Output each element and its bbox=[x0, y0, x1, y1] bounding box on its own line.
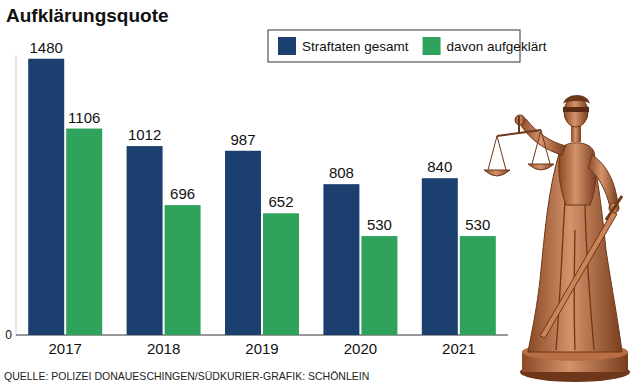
data-label: 1012 bbox=[128, 126, 161, 143]
data-label: 1106 bbox=[68, 109, 100, 126]
torso bbox=[559, 143, 596, 205]
legend-label: davon aufgeklärt bbox=[447, 39, 547, 54]
bar bbox=[66, 129, 102, 335]
bar bbox=[422, 178, 458, 335]
bar bbox=[28, 59, 64, 335]
bar bbox=[361, 236, 397, 335]
scales bbox=[497, 130, 541, 136]
x-tick-label: 2017 bbox=[49, 340, 82, 357]
arm bbox=[588, 155, 618, 207]
blindfold bbox=[563, 107, 589, 112]
sword bbox=[540, 212, 617, 338]
chart: Aufklärungsquote 0 1480 1012 987 808 840 1106 69… bbox=[0, 0, 644, 387]
y-tick-label: 0 bbox=[5, 328, 12, 342]
bar bbox=[165, 205, 201, 335]
data-label: 840 bbox=[427, 158, 452, 175]
source: QUELLE: POLIZEI DONAUESCHINGEN/SÜDKURIER… bbox=[4, 370, 369, 382]
data-label: 530 bbox=[465, 216, 490, 233]
bars bbox=[28, 59, 496, 335]
scale-pan bbox=[528, 164, 554, 170]
legend-label: Straftaten gesamt bbox=[302, 39, 409, 54]
legend-swatch bbox=[423, 37, 441, 55]
y-axis bbox=[16, 55, 17, 335]
legend: Straftaten gesamt davon aufgeklärt bbox=[268, 30, 547, 62]
data-label: 808 bbox=[329, 164, 354, 181]
hair bbox=[563, 95, 590, 104]
title: Aufklärungsquote bbox=[6, 5, 169, 26]
bar bbox=[225, 151, 261, 335]
data-label: 652 bbox=[268, 193, 293, 210]
data-label: 696 bbox=[170, 185, 195, 202]
justice-statue bbox=[484, 95, 630, 382]
bar bbox=[263, 213, 299, 335]
legend-swatch bbox=[278, 37, 296, 55]
x-tick-label: 2019 bbox=[245, 340, 278, 357]
x-tick-label: 2020 bbox=[344, 340, 377, 357]
data-labels: 1480 1012 987 808 840 1106 696 652 530 530 bbox=[30, 39, 491, 233]
bar bbox=[127, 146, 163, 335]
x-tick-label: 2021 bbox=[442, 340, 475, 357]
scales bbox=[518, 116, 520, 134]
scale-pan bbox=[484, 170, 510, 176]
x-tick-label: 2018 bbox=[147, 340, 180, 357]
bar bbox=[460, 236, 496, 335]
bar bbox=[323, 184, 359, 335]
data-label: 530 bbox=[367, 216, 392, 233]
data-label: 1480 bbox=[30, 39, 63, 56]
data-label: 987 bbox=[230, 131, 255, 148]
